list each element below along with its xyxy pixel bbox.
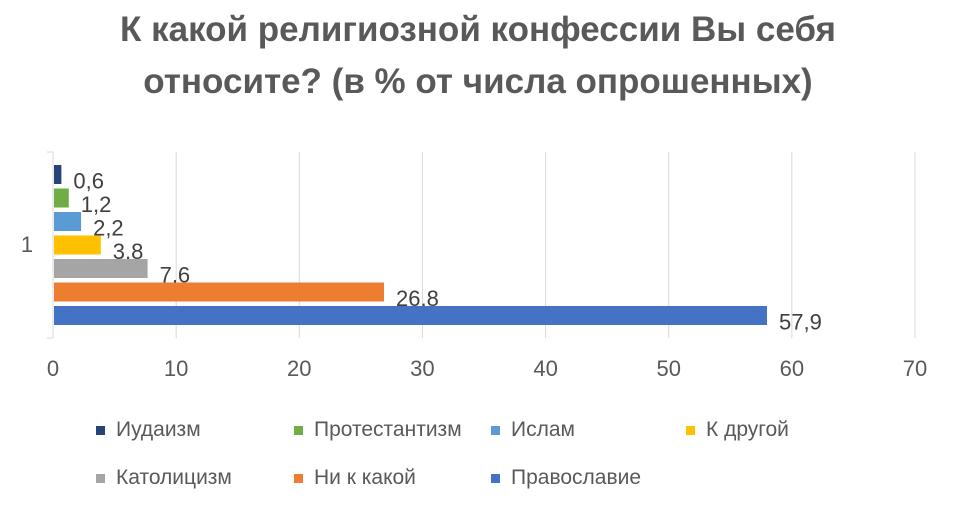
legend-item: Католицизм xyxy=(96,466,232,490)
legend-label: Ни к какой xyxy=(314,466,416,489)
legend-swatch xyxy=(294,473,303,483)
x-tick-label: 0 xyxy=(47,356,59,381)
bar xyxy=(54,165,62,184)
x-tick-label: 50 xyxy=(656,356,680,381)
legend-label: Иудаизм xyxy=(116,418,201,441)
legend-label: Католицизм xyxy=(116,466,232,489)
legend-item: Ни к какой xyxy=(294,466,416,490)
legend-label: Протестантизм xyxy=(314,418,462,441)
x-tick-label: 70 xyxy=(903,356,927,381)
x-tick-label: 40 xyxy=(533,356,557,381)
chart-title: К какой религиозной конфессии Вы себя от… xyxy=(0,4,956,108)
bar xyxy=(54,306,767,325)
legend-swatch xyxy=(96,425,105,435)
legend-item: Ислам xyxy=(491,418,575,442)
bar xyxy=(54,188,69,208)
legend-item: Иудаизм xyxy=(96,418,201,442)
legend-item: Протестантизм xyxy=(294,418,462,442)
x-tick-label: 10 xyxy=(164,356,188,381)
legend-label: Ислам xyxy=(511,418,575,441)
legend-swatch xyxy=(491,473,500,483)
legend-item: К другой xyxy=(686,418,789,442)
x-tick-label: 20 xyxy=(287,356,311,381)
chart-title-line-2: относите? (в % от числа опрошенных) xyxy=(143,62,813,101)
chart-title-line-1: К какой религиозной конфессии Вы себя xyxy=(120,10,836,49)
legend-item: Православие xyxy=(491,466,641,490)
legend-swatch xyxy=(96,473,105,483)
bar-value-label: 0,6 xyxy=(73,169,104,194)
bar xyxy=(54,282,385,302)
y-category-label: 1 xyxy=(21,232,33,257)
bar xyxy=(54,212,82,231)
bar-value-label: 57,9 xyxy=(779,310,822,335)
bar xyxy=(54,235,101,255)
legend-label: К другой xyxy=(706,418,789,441)
bar xyxy=(54,259,148,278)
legend-swatch xyxy=(686,425,695,435)
x-tick-label: 30 xyxy=(410,356,434,381)
bar-value-label: 1,2 xyxy=(81,192,112,217)
x-tick-label: 60 xyxy=(780,356,804,381)
chart-legend: Иудаизм Протестантизм Ислам К другой Католиц… xyxy=(0,410,956,510)
legend-swatch xyxy=(294,425,303,435)
legend-swatch xyxy=(491,425,500,435)
legend-label: Православие xyxy=(511,466,642,489)
